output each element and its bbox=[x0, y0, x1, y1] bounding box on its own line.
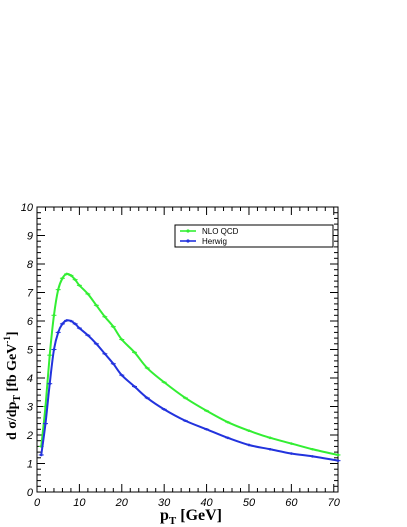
series-0-point bbox=[133, 351, 136, 354]
x-axis-title: pT [GeV] bbox=[160, 507, 222, 527]
y-tick-label: 3 bbox=[27, 402, 34, 414]
y-tick-label: 4 bbox=[27, 373, 33, 385]
series-0-point bbox=[184, 396, 187, 400]
legend: NLO QCD Herwig bbox=[174, 224, 334, 248]
series-0-point bbox=[226, 420, 230, 424]
x-tick-label: 0 bbox=[34, 497, 41, 509]
series-1-point bbox=[44, 422, 47, 425]
series-1-point bbox=[112, 362, 115, 366]
legend-label-nlo: NLO QCD bbox=[202, 227, 239, 236]
series-0-point bbox=[120, 338, 124, 341]
series-1-point bbox=[247, 443, 251, 447]
x-axis-title-main: p bbox=[160, 507, 169, 524]
x-axis-title-sub: T bbox=[169, 515, 177, 527]
series-0-point bbox=[86, 292, 90, 296]
y-axis-title-sup: -1 bbox=[2, 336, 12, 344]
series-1-point bbox=[39, 453, 43, 457]
series-1-point bbox=[95, 342, 98, 346]
series-1-point bbox=[48, 382, 52, 386]
series-0-point bbox=[78, 284, 81, 287]
series-1-point bbox=[78, 326, 81, 330]
series-0-point bbox=[336, 453, 340, 457]
series-0-point bbox=[205, 409, 208, 413]
series-0-point bbox=[290, 442, 293, 445]
x-tick-label: 60 bbox=[285, 497, 298, 509]
series-1-point bbox=[145, 396, 149, 400]
y-axis-title-sub: T bbox=[12, 395, 23, 402]
legend-box bbox=[174, 224, 334, 248]
axis-ticks: 0 10 20 30 40 50 60 70 0 1 2 3 4 5 6 7 8 9 10 bbox=[21, 202, 341, 509]
y-axis-title-main: d σ/dp bbox=[5, 401, 20, 440]
legend-label-herwig: Herwig bbox=[202, 237, 227, 246]
y-tick-label: 1 bbox=[27, 459, 33, 471]
y-axis-title: d σ/dpT [fb GeV-1] bbox=[2, 331, 23, 440]
series-0-point bbox=[52, 314, 56, 317]
series-0-point bbox=[145, 366, 149, 370]
series-1-point bbox=[336, 459, 340, 462]
series-0-point bbox=[112, 325, 115, 329]
legend-marker-herwig bbox=[186, 239, 190, 243]
y-tick-label: 9 bbox=[27, 231, 33, 243]
series-1-point bbox=[120, 373, 124, 377]
series-line-0 bbox=[40, 272, 339, 456]
y-axis-title-unit: [fb GeV bbox=[5, 344, 20, 395]
legend-marker-nlo bbox=[186, 229, 190, 233]
plot-frame bbox=[36, 206, 339, 493]
series-0-point bbox=[44, 405, 47, 408]
series-layer bbox=[38, 272, 341, 462]
y-axis-title-close: ] bbox=[5, 331, 20, 336]
series-0-point bbox=[103, 315, 107, 319]
series-1-point bbox=[184, 419, 187, 423]
series-1-point bbox=[205, 428, 208, 431]
series-1-point bbox=[65, 319, 68, 322]
series-0-point bbox=[95, 304, 98, 307]
series-1-point bbox=[290, 452, 293, 455]
y-tick-label: 6 bbox=[27, 316, 34, 328]
x-tick-label: 10 bbox=[73, 497, 86, 509]
series-1-point bbox=[86, 333, 90, 337]
series-0-point bbox=[268, 436, 272, 440]
x-tick-label: 20 bbox=[115, 497, 129, 509]
series-0-point bbox=[56, 288, 60, 291]
series-line-1 bbox=[40, 319, 339, 462]
y-tick-label: 2 bbox=[26, 430, 33, 442]
x-tick-label: 50 bbox=[243, 497, 256, 509]
x-tick-label: 30 bbox=[158, 497, 171, 509]
x-tick-label: 40 bbox=[200, 497, 213, 509]
series-1-point bbox=[69, 319, 73, 323]
x-axis-title-unit: [GeV] bbox=[176, 507, 222, 524]
series-1-point bbox=[311, 455, 314, 458]
series-1-point bbox=[162, 408, 166, 411]
y-tick-label: 5 bbox=[27, 345, 34, 357]
series-0-point bbox=[73, 278, 77, 281]
series-1-point bbox=[133, 385, 136, 388]
series-1-point bbox=[268, 447, 272, 451]
series-1-point bbox=[226, 436, 230, 440]
series-0-point bbox=[162, 380, 166, 384]
series-1-point bbox=[103, 352, 107, 356]
series-0-point bbox=[69, 274, 73, 277]
series-0-point bbox=[311, 447, 314, 451]
series-0-point bbox=[247, 429, 251, 433]
series-1-point bbox=[61, 322, 64, 326]
y-tick-label: 0 bbox=[27, 487, 34, 499]
y-tick-label: 10 bbox=[21, 202, 34, 214]
series-0-point bbox=[61, 276, 64, 280]
y-tick-label: 8 bbox=[27, 259, 34, 271]
x-tick-label: 70 bbox=[328, 497, 341, 509]
series-0-point bbox=[65, 272, 68, 276]
series-1-point bbox=[73, 322, 77, 326]
series-1-point bbox=[52, 348, 56, 351]
series-1-point bbox=[56, 331, 60, 334]
y-tick-label: 7 bbox=[27, 288, 34, 300]
series-0-point bbox=[48, 353, 52, 357]
